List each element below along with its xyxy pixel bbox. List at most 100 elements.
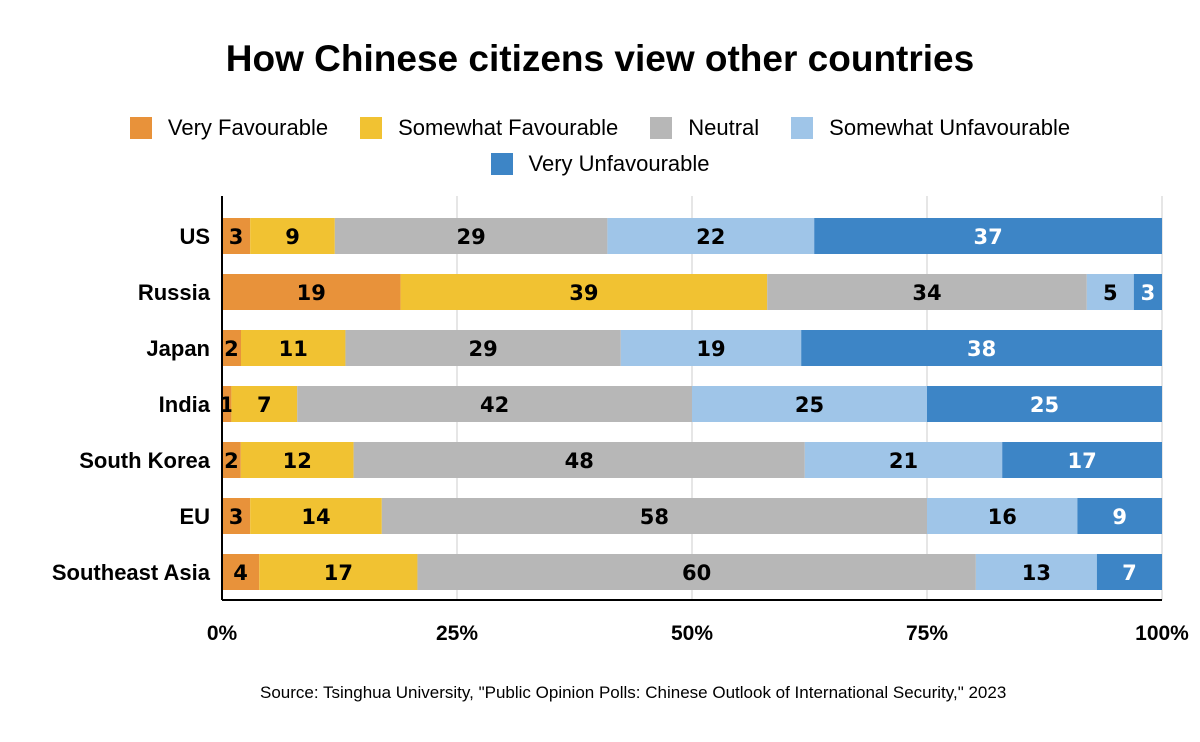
bar-segment	[1077, 498, 1162, 534]
data-label: 3	[1141, 281, 1156, 305]
category-label: Russia	[138, 280, 211, 305]
data-label: 34	[912, 281, 941, 305]
bar-segment	[222, 218, 251, 254]
legend-label-very-unfavourable: Very Unfavourable	[528, 151, 710, 176]
bar-segment	[345, 330, 621, 366]
data-label: 21	[889, 449, 918, 473]
legend-label-somewhat-unfavourable: Somewhat Unfavourable	[829, 115, 1071, 140]
data-label: 48	[565, 449, 594, 473]
category-label: Japan	[146, 336, 210, 361]
bar-segment	[927, 386, 1162, 422]
bar-segment	[927, 498, 1078, 534]
bar-segment	[381, 498, 927, 534]
legend-swatch-somewhat-favourable	[360, 117, 383, 139]
bar-segment	[692, 386, 927, 422]
bar-segment	[1133, 274, 1162, 310]
data-label: 22	[696, 225, 725, 249]
category-label: EU	[179, 504, 210, 529]
legend-item-very-unfavourable: Very Unfavourable	[490, 151, 710, 177]
legend-row-1: Very Favourable Somewhat Favourable Neut…	[0, 110, 1200, 146]
bar-segment	[1096, 554, 1162, 590]
legend: Very Favourable Somewhat Favourable Neut…	[0, 110, 1200, 182]
category-label: India	[159, 392, 211, 417]
legend-swatch-somewhat-unfavourable	[791, 117, 814, 139]
data-label: 3	[229, 225, 244, 249]
data-label: 12	[283, 449, 312, 473]
bar-segment	[353, 442, 805, 478]
data-label: 29	[468, 337, 497, 361]
legend-item-somewhat-unfavourable: Somewhat Unfavourable	[791, 115, 1070, 141]
x-tick-label: 75%	[906, 622, 948, 645]
bar-segment	[231, 386, 298, 422]
bar-segment	[222, 386, 232, 422]
data-label: 38	[967, 337, 996, 361]
data-label: 39	[569, 281, 598, 305]
legend-row-2: Very Unfavourable	[0, 146, 1200, 182]
data-label: 4	[233, 561, 248, 585]
data-label: 17	[1067, 449, 1096, 473]
bar-segment	[222, 274, 401, 310]
bar-segment	[222, 554, 260, 590]
chart-title: How Chinese citizens view other countrie…	[225, 38, 975, 79]
x-tick-label: 50%	[671, 622, 713, 645]
data-label: 60	[682, 561, 711, 585]
x-tick-label: 25%	[436, 622, 478, 645]
data-label: 58	[640, 505, 669, 529]
bar-segment	[975, 554, 1097, 590]
legend-swatch-very-favourable	[129, 117, 152, 139]
bar-segment	[240, 442, 354, 478]
data-label: 7	[1122, 561, 1137, 585]
data-label: 13	[1022, 561, 1051, 585]
data-label: 5	[1103, 281, 1118, 305]
category-label: Southeast Asia	[52, 560, 211, 585]
bar-segment	[259, 554, 418, 590]
data-label: 19	[297, 281, 326, 305]
category-label: US	[179, 224, 210, 249]
data-label: 9	[1112, 505, 1127, 529]
data-label: 7	[257, 393, 272, 417]
category-label: South Korea	[79, 448, 211, 473]
data-label: 42	[480, 393, 509, 417]
data-label: 3	[229, 505, 244, 529]
legend-swatch-neutral	[650, 117, 673, 139]
x-tick-label: 0%	[207, 622, 238, 645]
x-tick-label: 100%	[1135, 622, 1189, 645]
data-label: 9	[285, 225, 300, 249]
bar-segment	[1002, 442, 1162, 478]
source-note: Source: Tsinghua University, "Public Opi…	[260, 683, 1007, 702]
data-label: 14	[301, 505, 330, 529]
bar-segment	[607, 218, 815, 254]
data-label: 17	[324, 561, 353, 585]
bar-segment	[620, 330, 802, 366]
bar-segment	[801, 330, 1162, 366]
legend-label-neutral: Neutral	[688, 115, 760, 140]
bar-segment	[250, 218, 335, 254]
data-label: 2	[224, 449, 239, 473]
bar-segment	[417, 554, 976, 590]
legend-item-very-favourable: Very Favourable	[129, 115, 329, 141]
bar-segment	[804, 442, 1003, 478]
data-label: 19	[696, 337, 725, 361]
bar-segment	[222, 498, 251, 534]
bar-segment	[240, 330, 346, 366]
legend-item-somewhat-favourable: Somewhat Favourable	[360, 115, 618, 141]
bar-segment	[814, 218, 1162, 254]
bar-segment	[297, 386, 692, 422]
data-label: 29	[456, 225, 485, 249]
legend-label-very-favourable: Very Favourable	[167, 115, 329, 140]
data-label: 25	[1030, 393, 1059, 417]
legend-label-somewhat-favourable: Somewhat Favourable	[398, 115, 619, 140]
bar-segment	[767, 274, 1087, 310]
legend-swatch-very-unfavourable	[490, 153, 513, 175]
bar-segment	[222, 330, 241, 366]
bar-segment	[400, 274, 768, 310]
bar-segment	[222, 442, 241, 478]
data-label: 11	[279, 337, 308, 361]
bar-segment	[250, 498, 382, 534]
legend-item-neutral: Neutral	[650, 115, 759, 141]
data-label: 16	[988, 505, 1017, 529]
data-label: 1	[219, 393, 234, 417]
bar-segment	[1086, 274, 1134, 310]
data-label: 37	[973, 225, 1002, 249]
